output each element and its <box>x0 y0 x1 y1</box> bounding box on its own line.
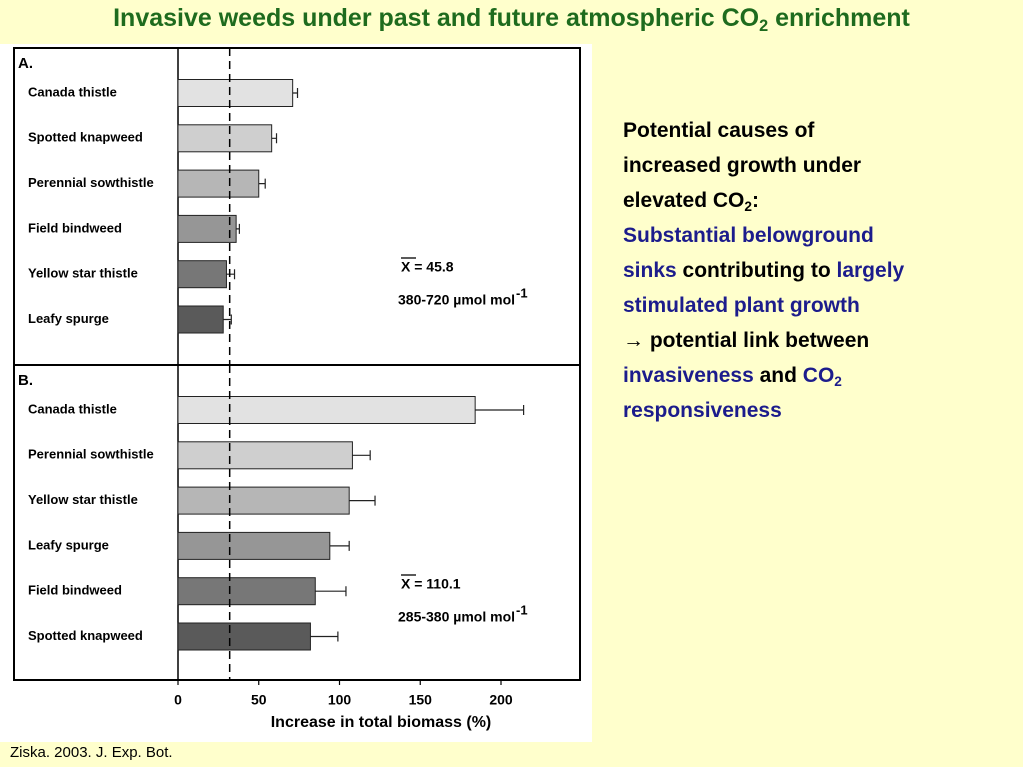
bar <box>177 124 273 153</box>
mean-label: X = 110.1 <box>401 576 461 592</box>
category-label: Spotted knapweed <box>28 130 143 145</box>
text-run: CO <box>802 364 835 387</box>
error-bar <box>475 405 525 415</box>
text-run: stimulated plant growth <box>623 294 860 317</box>
bar <box>177 214 237 243</box>
text-line: → potential link between <box>623 323 904 358</box>
bar <box>177 169 260 198</box>
category-label: Leafy spurge <box>28 537 109 552</box>
text-run: largely <box>836 259 905 282</box>
error-bar <box>352 450 371 461</box>
text-run: → potential link between <box>623 329 870 352</box>
x-tick-label: 200 <box>489 692 513 708</box>
citation: Ziska. 2003. J. Exp. Bot. <box>10 744 173 761</box>
error-bar <box>223 314 232 325</box>
slide-title: Invasive weeds under past and future atm… <box>0 4 1023 35</box>
panel-label: A. <box>18 55 33 72</box>
text-line: Potential causes of <box>623 113 904 148</box>
error-bar <box>236 223 240 234</box>
text-run: increased growth under <box>623 154 862 177</box>
title-run: enrichment <box>768 4 910 32</box>
co2-range-exponent: -1 <box>516 602 528 617</box>
category-label: Yellow star thistle <box>28 492 138 507</box>
panel-label: B. <box>18 372 33 389</box>
bar <box>177 79 294 107</box>
text-run: sinks <box>623 259 677 282</box>
error-bar <box>329 540 350 551</box>
error-bar <box>258 178 266 189</box>
text-line: Substantial belowground <box>623 218 904 253</box>
category-label: Perennial sowthistle <box>28 175 154 190</box>
category-label: Canada thistle <box>28 401 117 416</box>
title-run: 2 <box>759 16 769 35</box>
side-text: Potential causes of increased growth unde… <box>623 113 904 428</box>
bar <box>177 441 353 470</box>
bar <box>177 396 476 424</box>
text-run: 2 <box>834 374 842 390</box>
text-run: 2 <box>744 199 752 215</box>
text-line: elevated CO2: <box>623 183 904 218</box>
text-run: invasiveness <box>623 364 754 387</box>
text-run: contributing to <box>676 259 837 282</box>
x-tick-label: 100 <box>328 692 352 708</box>
text-run: Potential causes of <box>623 119 815 142</box>
co2-range: 285-380 µmol mol <box>398 609 515 625</box>
error-bar <box>292 88 299 98</box>
error-bar <box>271 133 278 144</box>
category-label: Leafy spurge <box>28 311 109 326</box>
text-run: elevated CO <box>623 189 745 212</box>
error-bar <box>349 495 376 506</box>
category-label: Spotted knapweed <box>28 628 143 643</box>
category-label: Canada thistle <box>28 84 117 99</box>
co2-range: 380-720 µmol mol <box>398 292 515 308</box>
text-line: sinks contributing to largely <box>623 253 904 288</box>
text-line: stimulated plant growth <box>623 288 904 323</box>
category-label: Perennial sowthistle <box>28 447 154 462</box>
text-run: responsiveness <box>623 399 782 422</box>
title-run: Invasive weeds under past and future atm… <box>113 4 760 32</box>
text-line: invasiveness and CO2 <box>623 358 904 393</box>
text-line: increased growth under <box>623 148 904 183</box>
category-label: Yellow star thistle <box>28 266 138 281</box>
error-bar <box>315 586 347 597</box>
error-bar <box>310 631 339 642</box>
mean-label: X = 45.8 <box>401 259 454 275</box>
co2-range-exponent: -1 <box>516 285 528 300</box>
text-run: and <box>753 364 803 387</box>
text-run: : <box>751 189 759 212</box>
bar <box>177 305 224 334</box>
bar <box>177 260 227 289</box>
text-line: responsiveness <box>623 393 904 428</box>
x-tick-label: 0 <box>174 692 182 708</box>
bar <box>177 622 311 651</box>
bar <box>177 531 331 560</box>
category-label: Field bindweed <box>28 583 122 598</box>
category-label: Field bindweed <box>28 220 122 235</box>
error-bar <box>226 269 236 280</box>
text-run: Substantial belowground <box>623 224 874 247</box>
bar <box>177 577 316 606</box>
bar <box>177 486 350 515</box>
x-tick-label: 150 <box>409 692 433 708</box>
x-axis-label: Increase in total biomass (%) <box>271 714 492 731</box>
x-tick-label: 50 <box>251 692 267 708</box>
